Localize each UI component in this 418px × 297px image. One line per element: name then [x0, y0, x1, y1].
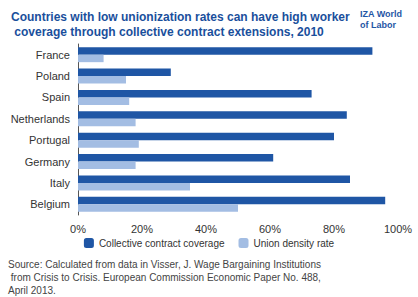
svg-text:France: France: [36, 49, 70, 61]
svg-text:IZA World: IZA World: [360, 9, 405, 19]
svg-text:of Labor: of Labor: [360, 20, 396, 30]
svg-text:April 2013.: April 2013.: [8, 285, 56, 296]
svg-text:coverage through collective co: coverage through collective contract ext…: [11, 25, 324, 39]
svg-text:Italy: Italy: [50, 177, 71, 189]
svg-text:Germany: Germany: [25, 156, 71, 168]
svg-text:100%: 100%: [384, 223, 412, 235]
svg-text:0%: 0%: [70, 223, 86, 235]
svg-text:Netherlands: Netherlands: [11, 113, 71, 125]
svg-text:Poland: Poland: [36, 70, 70, 82]
svg-text:Portugal: Portugal: [29, 134, 70, 146]
svg-text:Union density rate: Union density rate: [254, 238, 335, 249]
svg-text:20%: 20%: [131, 223, 153, 235]
svg-text:Belgium: Belgium: [30, 198, 70, 210]
svg-text:60%: 60%: [259, 223, 281, 235]
svg-text:Collective contract coverage: Collective contract coverage: [99, 238, 225, 249]
svg-text:40%: 40%: [195, 223, 217, 235]
svg-text:Spain: Spain: [42, 91, 70, 103]
svg-text:from Crisis to Crisis. Europea: from Crisis to Crisis. European Commissi…: [8, 272, 324, 283]
svg-text:Source: Calculated from data i: Source: Calculated from data in Visser, …: [8, 259, 321, 270]
svg-text:Countries with low unionizatio: Countries with low unionization rates ca…: [11, 10, 350, 24]
svg-text:80%: 80%: [323, 223, 345, 235]
